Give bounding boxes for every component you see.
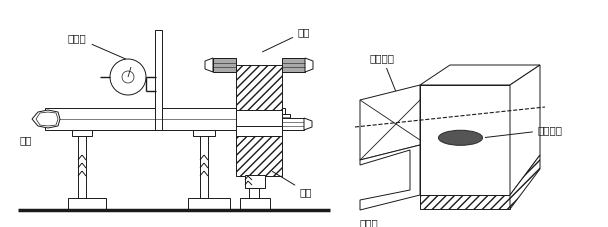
Bar: [213, 58, 236, 72]
Bar: [68, 198, 106, 210]
Text: 噌合面: 噌合面: [360, 218, 379, 227]
Bar: [280, 114, 290, 124]
Polygon shape: [360, 145, 420, 210]
Polygon shape: [420, 65, 540, 85]
Bar: [249, 188, 259, 200]
Polygon shape: [510, 155, 540, 209]
Polygon shape: [360, 85, 420, 160]
Polygon shape: [510, 65, 540, 195]
Bar: [193, 128, 215, 136]
Bar: [188, 198, 230, 210]
Bar: [236, 136, 282, 176]
Polygon shape: [304, 118, 312, 130]
Polygon shape: [305, 58, 313, 72]
Text: 圆规: 圆规: [263, 27, 311, 52]
Text: 量值: 量值: [20, 135, 32, 145]
Bar: [245, 175, 265, 188]
Circle shape: [122, 71, 134, 83]
Bar: [200, 135, 208, 198]
Bar: [282, 58, 305, 72]
Bar: [72, 128, 92, 136]
Bar: [236, 65, 282, 113]
Bar: [282, 118, 304, 130]
Polygon shape: [36, 112, 58, 126]
Bar: [236, 110, 282, 126]
Bar: [78, 135, 86, 198]
Text: 齿轮: 齿轮: [272, 171, 313, 197]
Polygon shape: [205, 58, 213, 72]
Bar: [420, 195, 510, 209]
Text: 百分表: 百分表: [68, 33, 125, 59]
Bar: [240, 198, 270, 210]
Bar: [45, 108, 285, 130]
Bar: [155, 30, 162, 130]
Text: 接触斋点: 接触斋点: [485, 125, 563, 138]
Ellipse shape: [438, 130, 483, 145]
Text: 噌合中线: 噌合中线: [370, 53, 409, 124]
Bar: [236, 118, 282, 136]
Circle shape: [110, 59, 146, 95]
Polygon shape: [32, 110, 60, 128]
Bar: [420, 85, 510, 195]
